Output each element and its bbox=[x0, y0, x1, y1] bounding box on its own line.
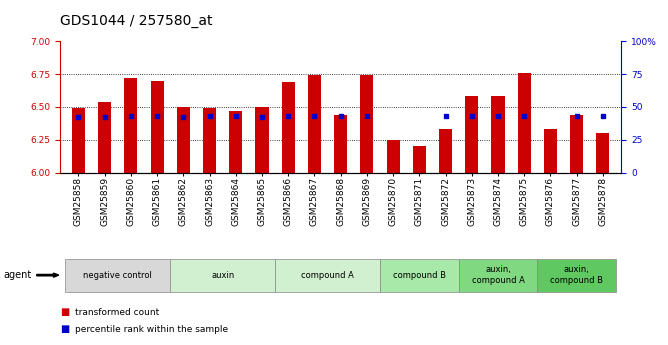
Bar bbox=[544, 129, 557, 172]
Bar bbox=[570, 115, 583, 172]
Text: auxin,
compound A: auxin, compound A bbox=[472, 265, 524, 285]
Text: percentile rank within the sample: percentile rank within the sample bbox=[75, 325, 228, 334]
Text: GDS1044 / 257580_at: GDS1044 / 257580_at bbox=[60, 13, 212, 28]
Bar bbox=[334, 115, 347, 172]
Bar bbox=[255, 107, 269, 172]
Bar bbox=[72, 108, 85, 172]
Text: auxin,
compound B: auxin, compound B bbox=[550, 265, 603, 285]
Bar bbox=[203, 108, 216, 172]
Text: ■: ■ bbox=[60, 325, 69, 334]
Bar bbox=[439, 129, 452, 172]
Bar bbox=[597, 133, 609, 172]
Bar bbox=[229, 111, 242, 172]
Bar bbox=[518, 73, 531, 172]
Bar bbox=[492, 97, 504, 172]
Bar bbox=[308, 76, 321, 172]
Text: agent: agent bbox=[3, 270, 31, 280]
Bar bbox=[124, 78, 138, 172]
Text: negative control: negative control bbox=[84, 270, 152, 280]
Bar bbox=[150, 81, 164, 172]
Bar bbox=[360, 76, 373, 172]
Text: compound B: compound B bbox=[393, 270, 446, 280]
Text: compound A: compound A bbox=[301, 270, 354, 280]
Text: auxin: auxin bbox=[211, 270, 234, 280]
Bar bbox=[387, 140, 399, 172]
Bar bbox=[413, 146, 426, 172]
Text: ■: ■ bbox=[60, 307, 69, 317]
Bar bbox=[177, 107, 190, 172]
Bar bbox=[465, 97, 478, 172]
Bar bbox=[282, 82, 295, 172]
Bar bbox=[98, 102, 112, 172]
Text: transformed count: transformed count bbox=[75, 308, 159, 317]
